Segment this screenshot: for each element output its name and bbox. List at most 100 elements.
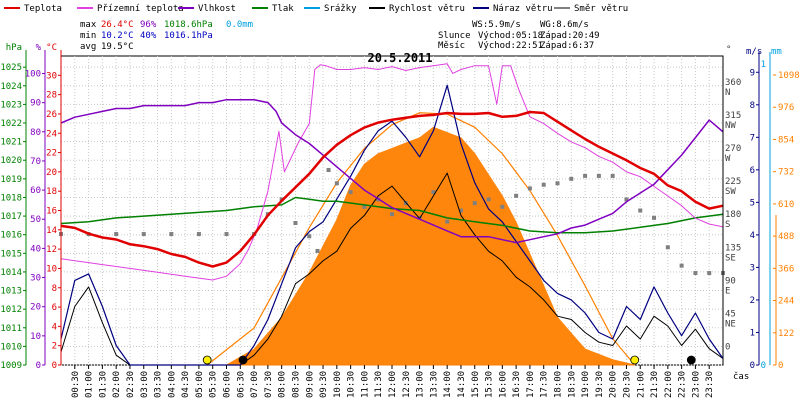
pressure-tick-label: 1024 (0, 82, 22, 92)
x-tick-label: 04:30 (181, 371, 191, 398)
pressure-tick-label: 1022 (0, 119, 22, 129)
x-tick-label: 13:00 (416, 371, 426, 398)
direction-tick-compass: SE (725, 253, 736, 263)
wind-direction-point (307, 234, 312, 239)
rain-tick-label: 1 (761, 60, 766, 70)
wind-direction-point (596, 173, 601, 178)
legend-item-humidity: Vlhkost (178, 4, 236, 14)
direction-tick-label: 90 (725, 276, 736, 286)
stats-min-label: min (80, 31, 96, 41)
wind-direction-point (114, 232, 119, 237)
wind-direction-point (390, 212, 394, 217)
stats-avg-temp: 19.5°C (101, 42, 134, 52)
x-tick-label: 17:00 (526, 371, 536, 398)
stats-avg-label: avg (80, 42, 96, 52)
x-tick-label: 22:00 (664, 371, 674, 398)
wind-tick-label: 9 (750, 68, 755, 78)
rain-tick-label: 0 (761, 361, 766, 371)
direction-tick-label: 360 (725, 78, 741, 88)
humidity-axis-unit: % (36, 43, 42, 53)
wind-direction-point (196, 232, 201, 237)
stats-moonrise: Východ:22:51 (478, 41, 543, 51)
temperature-tick-label: 4 (52, 322, 57, 332)
legend-item-wind-direction: Směr větru (554, 4, 628, 14)
wind-direction-point (569, 176, 574, 181)
x-tick-label: 13:30 (429, 371, 439, 398)
pressure-line (60, 196, 724, 234)
stats-sunrise: Východ:05:18 (478, 31, 543, 41)
x-tick-label: 21:00 (636, 371, 646, 398)
legend-item-precipitation: Srážky (304, 4, 357, 14)
temperature-tick-label: 26 (46, 110, 57, 120)
temperature-tick-label: 24 (46, 129, 57, 139)
legend-item-wind-gust: Náraz větru (473, 4, 553, 14)
pressure-tick-label: 1012 (0, 305, 22, 315)
wind-direction-point (169, 232, 174, 237)
legend-label-ground-temperature: Přízemní teplota (97, 4, 184, 14)
x-tick-label: 16:30 (512, 371, 522, 398)
solar-radiation (206, 112, 636, 366)
pressure-tick-label: 1023 (0, 100, 22, 110)
temperature-tick-label: 22 (46, 149, 57, 159)
sun-marker (630, 355, 640, 365)
humidity-tick-label: 70 (30, 157, 41, 167)
wind-gust-line (60, 84, 724, 366)
temperature-tick-label: 18 (46, 187, 57, 197)
axes-layer: 00:30 01:00 01:30 02:00 02:30 03:00 03:30 04:00… (0, 43, 799, 398)
x-tick-label: 22:30 (678, 371, 688, 398)
pressure-tick-label: 1013 (0, 287, 22, 297)
humidity-tick-label: 20 (30, 303, 41, 313)
wind-direction-point (610, 173, 615, 178)
pressure-tick-label: 1017 (0, 212, 22, 222)
temperature-tick-label: 12 (46, 245, 57, 255)
wind-direction-point (583, 173, 588, 178)
wind-direction-point (665, 245, 670, 250)
x-tick-label: 02:00 (112, 371, 122, 398)
wind-direction-point (293, 221, 298, 226)
humidity-tick-label: 40 (30, 244, 41, 254)
wind-direction-point (348, 190, 353, 195)
x-tick-label: 23:00 (691, 371, 701, 398)
wind-direction-point (326, 168, 331, 173)
wind-direction-point (315, 248, 320, 253)
radiation-tick-label: 0 (778, 361, 783, 371)
x-tick-label: 15:00 (471, 371, 481, 398)
wind-direction-point (652, 215, 657, 220)
wind-tick-label: 6 (750, 166, 755, 176)
wind-direction-point (514, 193, 519, 198)
humidity-tick-label: 90 (30, 99, 41, 109)
wind-tick-label: 1 (750, 328, 755, 338)
temperature-tick-label: 6 (52, 303, 57, 313)
humidity-tick-label: 80 (30, 128, 41, 138)
wind-direction-point (500, 204, 505, 209)
x-tick-label: 17:30 (540, 371, 550, 398)
legend-item-wind-speed: Rychlost větru (369, 4, 465, 14)
stats-moonset: Západ:6:37 (540, 41, 594, 51)
wind-direction-point (693, 271, 698, 276)
x-tick-label: 19:30 (595, 371, 605, 398)
stats-max-label: max (80, 20, 97, 30)
direction-tick-label: 270 (725, 144, 741, 154)
moon-marker (238, 355, 248, 365)
legend-label-pressure: Tlak (272, 4, 294, 14)
humidity-tick-label: 100 (25, 69, 41, 79)
pressure-tick-label: 1010 (0, 342, 22, 352)
direction-tick-label: 0 (725, 343, 730, 353)
moon-marker (686, 355, 696, 365)
direction-tick-compass: SW (725, 187, 736, 197)
x-tick-label: 20:00 (609, 371, 619, 398)
pressure-tick-label: 1020 (0, 156, 22, 166)
x-tick-label: 03:00 (140, 371, 150, 398)
radiation-tick-label: 976 (778, 103, 794, 113)
direction-tick-label: 45 (725, 310, 736, 320)
x-tick-label: 21:30 (650, 371, 660, 398)
x-tick-label: 03:30 (154, 371, 164, 398)
legend-label-precipitation: Srážky (324, 4, 357, 14)
wind-direction-point (624, 197, 629, 202)
radiation-tick-label: 488 (778, 232, 794, 242)
radiation-tick-label: 732 (778, 168, 794, 178)
direction-tick-compass: S (725, 220, 730, 230)
radiation-tick-label: 122 (778, 329, 794, 339)
temperature-tick-label: 30 (46, 71, 57, 81)
wind-direction-point (555, 181, 560, 186)
